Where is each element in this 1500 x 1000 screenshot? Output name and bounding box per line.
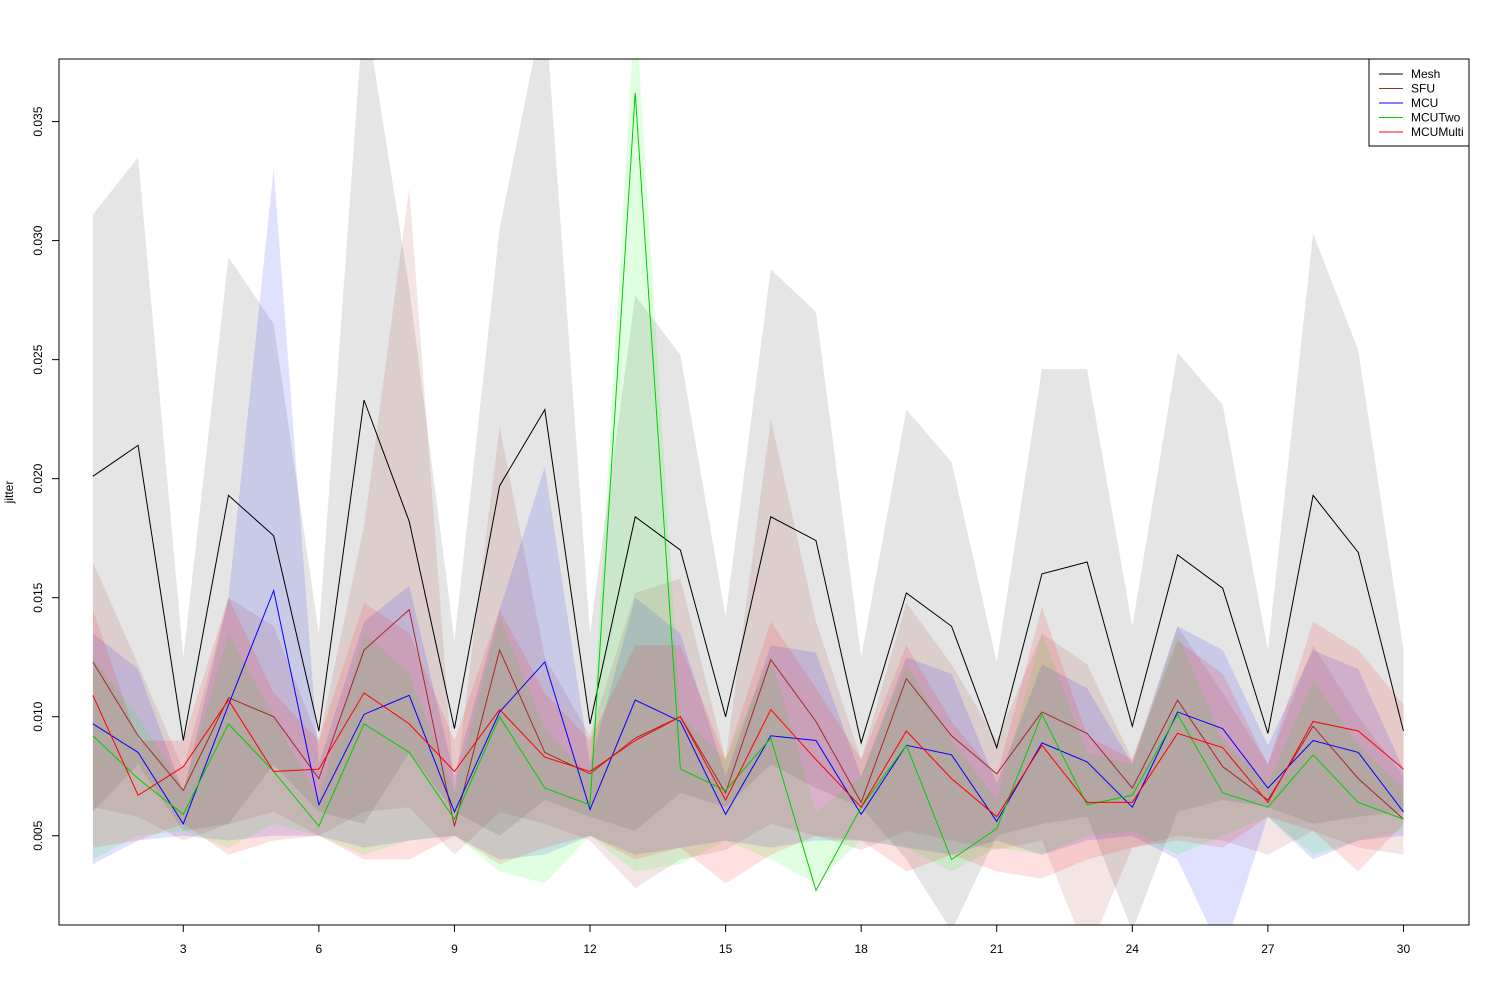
legend-label-mcu: MCU (1411, 96, 1438, 110)
y-tick-label: 0.005 (31, 820, 45, 850)
confidence-bands (92, 59, 1404, 925)
x-tick-label: 6 (316, 942, 323, 956)
y-tick-label: 0.030 (31, 225, 45, 255)
x-tick-label: 3 (180, 942, 187, 956)
x-tick-label: 27 (1261, 942, 1275, 956)
band-mesh (92, 59, 1404, 925)
legend-label-mcumulti: MCUMulti (1411, 125, 1464, 139)
y-axis-label: jitter (2, 481, 16, 505)
series-lines (92, 93, 1404, 892)
y-tick-label: 0.035 (31, 106, 45, 136)
y-tick-label: 0.025 (31, 344, 45, 374)
line-mesh (92, 399, 1404, 750)
x-tick-label: 18 (854, 942, 868, 956)
x-tick-label: 24 (1126, 942, 1140, 956)
band-mcumulti (92, 597, 1404, 884)
x-tick-label: 12 (583, 942, 597, 956)
legend-label-sfu: SFU (1411, 82, 1435, 96)
plot-frame (58, 58, 1470, 926)
y-axis: 0.005 0.010 0.015 0.020 0.025 0.030 0.035 (31, 106, 59, 851)
line-mcumulti (92, 692, 1404, 818)
line-mcutwo (92, 93, 1404, 892)
x-tick-label: 15 (719, 942, 733, 956)
legend-label-mcutwo: MCUTwo (1411, 111, 1461, 125)
band-mcutwo (92, 59, 1404, 884)
y-tick-label: 0.015 (31, 582, 45, 612)
x-tick-label: 9 (451, 942, 458, 956)
x-axis: 3 6 9 12 15 18 21 24 27 30 (180, 925, 1411, 956)
x-tick-label: 21 (990, 942, 1004, 956)
band-sfu (92, 188, 1404, 925)
y-tick-label: 0.020 (31, 463, 45, 493)
x-tick-label: 30 (1397, 942, 1411, 956)
legend-label-mesh: Mesh (1411, 67, 1440, 81)
y-tick-label: 0.010 (31, 701, 45, 731)
